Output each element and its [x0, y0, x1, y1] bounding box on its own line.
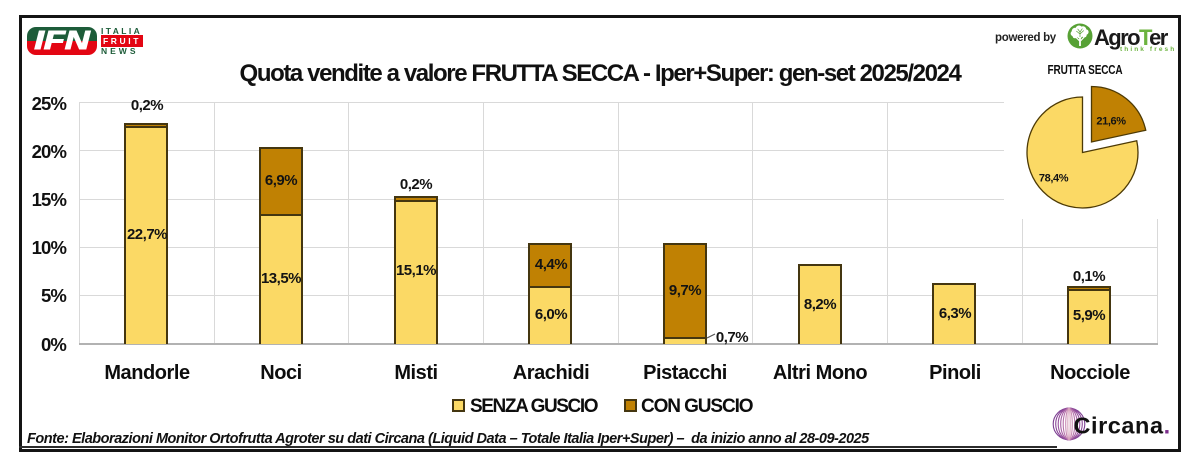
svg-text:78,4%: 78,4% — [1039, 173, 1069, 185]
svg-text:Circana.: Circana. — [1074, 413, 1171, 439]
svg-text:21,6%: 21,6% — [1096, 116, 1126, 128]
